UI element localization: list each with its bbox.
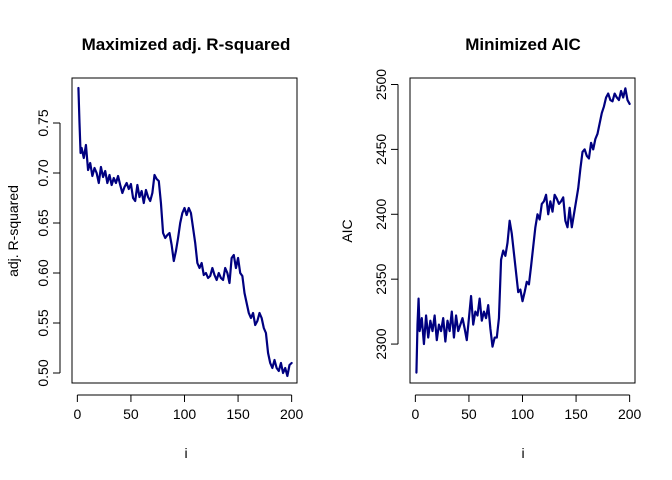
x-tick-label: 0 (411, 406, 419, 422)
y-tick-label: 2450 (373, 134, 389, 165)
chart-panel-adj-r-squared: Maximized adj. R-squared 0 50 100 150 200 0.5… (5, 35, 304, 461)
y-axis-label: adj. R-squared (5, 185, 21, 277)
series-line (415, 87, 631, 374)
x-tick-label: 150 (564, 406, 588, 422)
y-tick-label: 0.60 (35, 259, 51, 286)
x-axis-label: i (184, 445, 187, 461)
chart-marks: 0 50 100 150 200 0.50 0.55 0.60 0.65 0.70 0.75 (35, 86, 304, 422)
y-tick-label: 2350 (373, 263, 389, 294)
plot-frame (409, 77, 636, 384)
y-tick-label: 0.75 (35, 109, 51, 136)
y-tick-label: 0.55 (35, 309, 51, 336)
x-tick-label: 100 (511, 406, 535, 422)
chart-title: Maximized adj. R-squared (82, 35, 291, 54)
x-tick-label: 200 (280, 406, 304, 422)
y-tick-label: 2500 (373, 69, 389, 100)
y-tick-label: 2400 (373, 198, 389, 229)
y-tick-label: 0.50 (35, 359, 51, 386)
x-tick-label: 0 (73, 406, 81, 422)
plot-frame (71, 77, 298, 384)
chart-panel-aic: Minimized AIC 0 50 100 150 200 2300 2350 2400 24… (339, 35, 642, 461)
x-tick-label: 100 (173, 406, 197, 422)
x-tick-label: 150 (226, 406, 250, 422)
x-tick-label: 200 (618, 406, 642, 422)
y-tick-label: 2300 (373, 328, 389, 359)
y-axis-label: AIC (339, 219, 355, 242)
x-tick-label: 50 (461, 406, 477, 422)
x-axis-label: i (521, 445, 524, 461)
x-tick-label: 50 (123, 406, 139, 422)
series-line (77, 86, 293, 378)
y-tick-label: 0.70 (35, 159, 51, 186)
chart-marks: 0 50 100 150 200 2300 2350 2400 2450 2500 (373, 69, 642, 422)
y-tick-label: 0.65 (35, 209, 51, 236)
chart-title: Minimized AIC (465, 35, 581, 54)
